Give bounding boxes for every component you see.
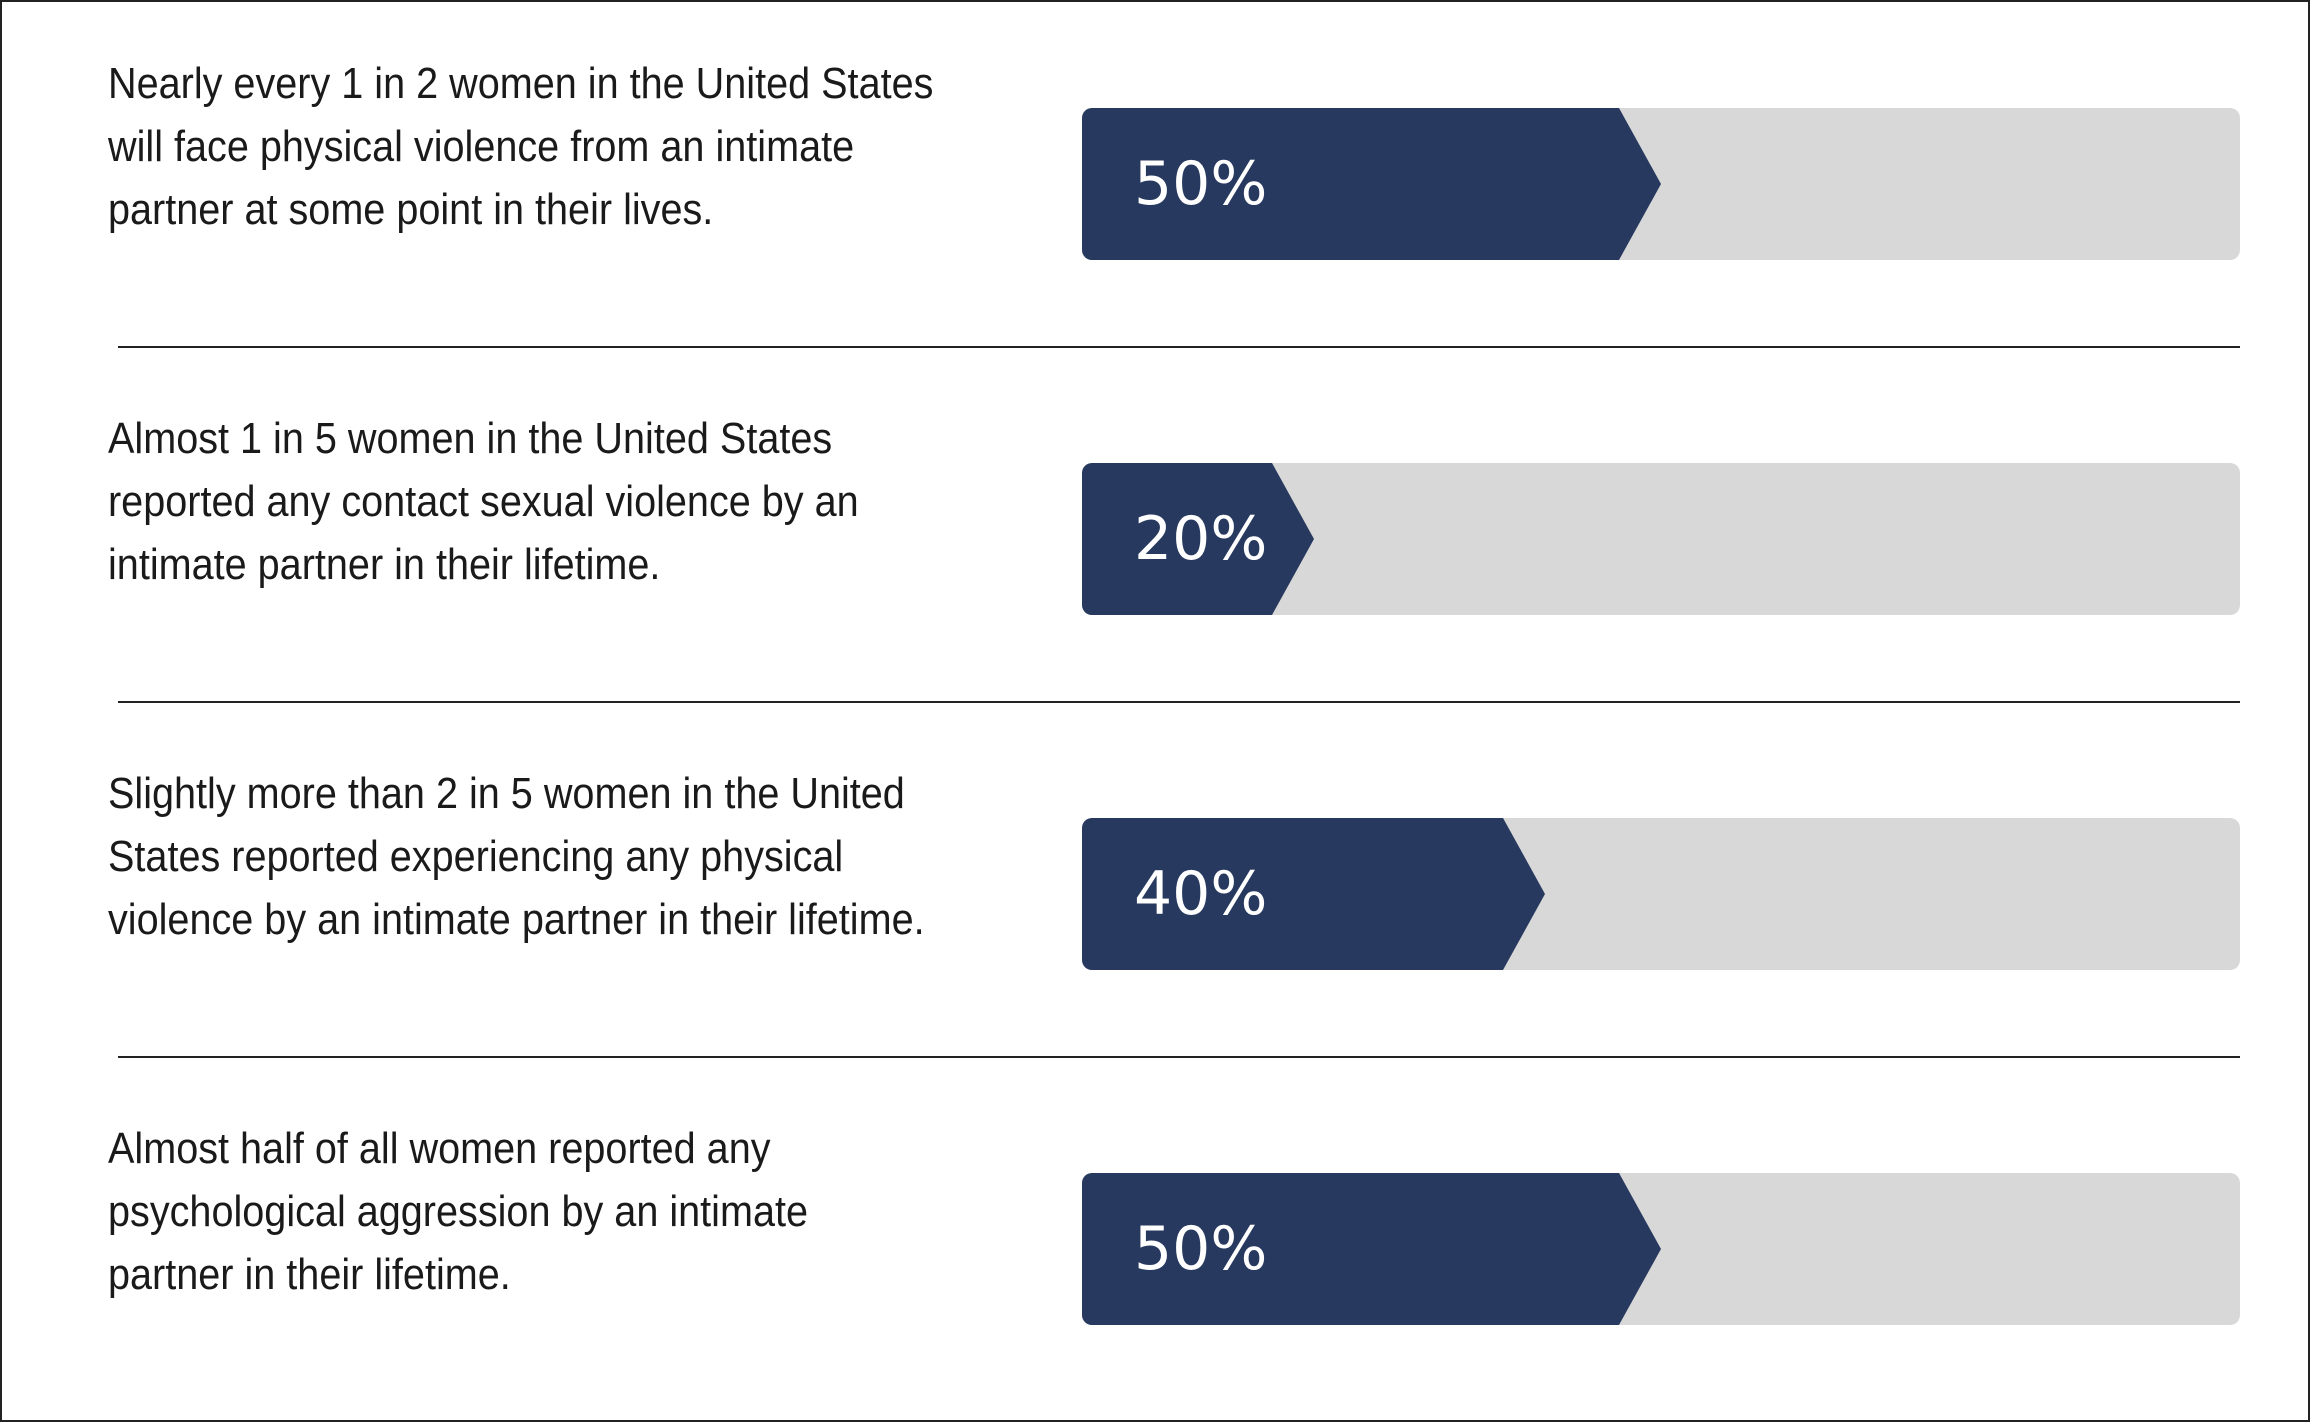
stat-description: Almost half of all women reported any ps… xyxy=(108,1124,809,1299)
stat-row: Almost half of all women reported any ps… xyxy=(2,1067,2308,1422)
bar-track: 50% xyxy=(1082,1173,2240,1325)
bar-value-label: 50% xyxy=(1134,149,1268,219)
bar-fill xyxy=(1082,463,1314,615)
bar-value-label: 50% xyxy=(1134,1214,1268,1284)
bar-fill xyxy=(1082,1173,1661,1325)
stat-description: Almost 1 in 5 women in the United States… xyxy=(108,414,859,589)
bar-fill xyxy=(1082,108,1661,260)
stat-row: Slightly more than 2 in 5 women in the U… xyxy=(2,712,2308,1067)
bar-value-label: 40% xyxy=(1134,859,1268,929)
row-divider xyxy=(118,701,2240,703)
stat-row: Nearly every 1 in 2 women in the United … xyxy=(2,2,2308,357)
bar-track: 50% xyxy=(1082,108,2240,260)
row-divider xyxy=(118,346,2240,348)
stat-row: Almost 1 in 5 women in the United States… xyxy=(2,357,2308,712)
bar-track: 20% xyxy=(1082,463,2240,615)
bar-value-label: 20% xyxy=(1134,504,1268,574)
bar-track: 40% xyxy=(1082,818,2240,970)
row-divider xyxy=(118,1056,2240,1058)
bar-fill xyxy=(1082,818,1545,970)
stat-description: Nearly every 1 in 2 women in the United … xyxy=(108,59,934,234)
stat-description: Slightly more than 2 in 5 women in the U… xyxy=(108,769,925,944)
